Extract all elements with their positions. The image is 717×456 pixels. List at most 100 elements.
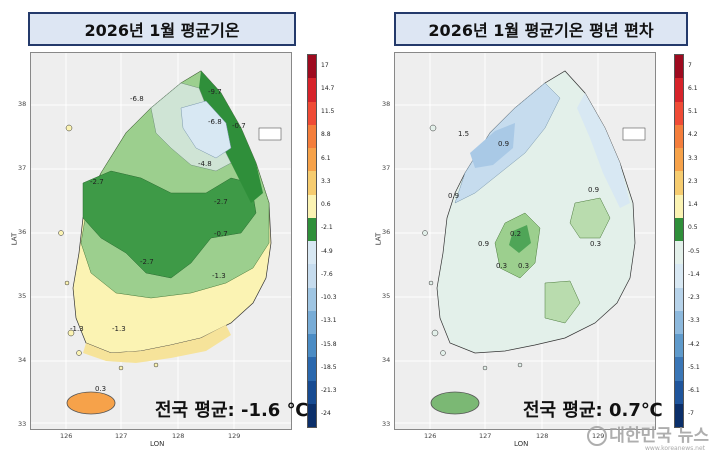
legend-swatch [308,241,316,265]
right-contour-label: 0.9 [498,140,510,148]
legend-swatch [675,357,683,381]
legend-label: -7.6 [321,270,333,278]
left-x-axis-label: LON [150,440,165,448]
legend-label: 2.3 [688,177,698,185]
legend-label: -5.1 [688,363,700,371]
legend-label: 8.8 [321,131,331,139]
legend-label: -18.5 [321,363,337,371]
legend-label: 0.5 [688,224,698,232]
legend-swatch [308,55,316,79]
legend-swatch [675,101,683,125]
left-x-tick: 128 [172,432,185,440]
legend-swatch [308,264,316,288]
legend-swatch [675,403,683,427]
right-y-tick: 38 [382,100,391,108]
legend-label: -21.3 [321,387,337,395]
legend-swatch [675,55,683,79]
legend-swatch [675,148,683,172]
west-islands [58,124,159,371]
legend-label: -0.5 [688,247,700,255]
legend-label: -2.3 [688,294,700,302]
legend-label: 17 [321,61,329,69]
legend-label: -4.9 [321,247,333,255]
legend-label: 11.5 [321,108,335,116]
legend-swatch [308,334,316,358]
zone-south-green [544,280,581,324]
zone-northwest-deep [470,123,515,168]
left-contour-label: -2.7 [90,178,104,186]
legend-label: -2.1 [321,224,333,232]
right-map-svg [395,53,655,429]
left-x-tick: 129 [228,432,241,440]
legend-swatch [308,357,316,381]
legend-label: -10.3 [321,294,337,302]
left-map-svg [31,53,291,429]
left-y-tick: 35 [18,292,27,300]
right-y-tick: 35 [382,292,391,300]
left-contour-label: -1.3 [212,272,226,280]
west-islands [422,124,523,371]
legend-label: 7 [688,61,692,69]
left-x-tick: 127 [115,432,128,440]
jeju-island [430,391,480,415]
legend-label: -6.1 [688,387,700,395]
right-contour-label: 0.9 [478,240,490,248]
left-contour-label: -2.7 [140,258,154,266]
legend-label: 6.1 [688,84,698,92]
legend-swatch [308,403,316,427]
legend-label: -4.2 [688,340,700,348]
left-panel: 2026년 1월 평균기온 [0,0,358,456]
legend-swatch [308,78,316,102]
watermark-text: 대한민국 뉴스 [609,426,709,446]
right-y-tick: 33 [382,420,391,428]
right-contour-label: 0.9 [448,192,460,200]
left-panel-title: 2026년 1월 평균기온 [28,12,296,46]
left-national-average: 전국 평균: -1.6 ℃ [155,400,309,421]
right-panel-title: 2026년 1월 평균기온 평년 편차 [394,12,688,46]
legend-label: 5.1 [688,108,698,116]
left-contour-label: 0.3 [95,385,107,393]
zone-east-green [569,197,611,239]
legend-label: 1.4 [688,201,698,209]
legend-swatch [675,194,683,218]
jeju-island [66,391,116,415]
watermark-logo-icon [587,426,608,446]
right-contour-label: 1.5 [458,130,470,138]
left-y-tick: 33 [18,420,27,428]
right-x-axis-label: LON [514,440,529,448]
legend-swatch [675,287,683,311]
right-y-tick: 36 [382,228,391,236]
right-x-tick: 127 [479,432,492,440]
legend-swatch [675,78,683,102]
right-panel: 2026년 1월 평균기온 평년 편차 [358,0,717,456]
legend-swatch [308,101,316,125]
legend-swatch [308,310,316,334]
zone-central-green-core [509,225,531,253]
right-x-tick: 128 [536,432,549,440]
zone-dark-green [82,170,257,279]
right-y-tick: 37 [382,164,391,172]
legend-swatch [675,380,683,404]
left-contour-label: -6.8 [208,118,222,126]
legend-swatch [308,380,316,404]
legend-label: -24 [321,410,331,418]
legend-label: 4.2 [688,131,698,139]
legend-swatch [675,241,683,265]
zone-south-coast [83,325,231,363]
legend-label: -1.4 [688,270,700,278]
legend-swatch [675,217,683,241]
legend-label: -7 [688,410,694,418]
legend-label: 6.1 [321,154,331,162]
right-national-average: 전국 평균: 0.7℃ [523,400,663,421]
right-contour-label: 0.2 [510,230,522,238]
legend-swatch [308,217,316,241]
legend-label: 14.7 [321,84,335,92]
left-map [30,52,292,430]
right-y-tick: 34 [382,356,391,364]
right-contour-label: 0.3 [518,262,530,270]
legend-swatch [675,171,683,195]
left-contour-label: -0.7 [232,122,246,130]
left-contour-label: -9.7 [208,88,222,96]
legend-label: 0.6 [321,201,331,209]
watermark-sub: www.koreanews.net [645,445,705,452]
